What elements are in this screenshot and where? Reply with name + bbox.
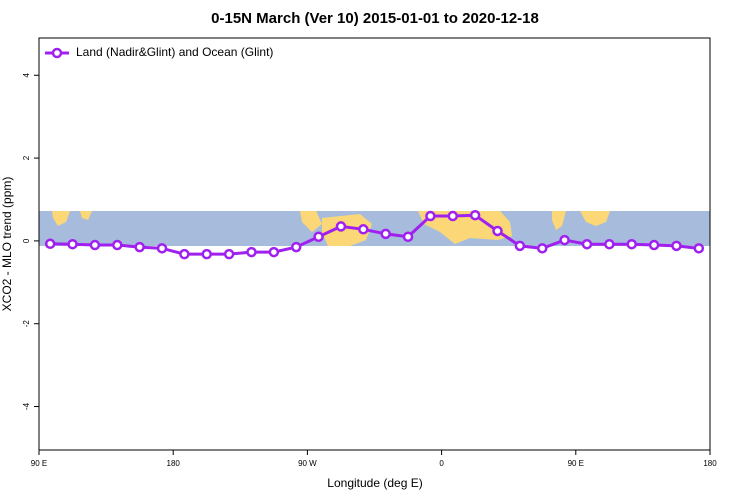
point [581,238,593,250]
land [552,211,566,230]
chart-title: 0-15N March (Ver 10) 2015-01-01 to 2020-… [211,10,539,27]
land [80,211,92,220]
point [469,209,481,221]
point [246,246,257,258]
land [580,211,610,226]
x-tick-label: 90 E [568,459,584,468]
point [156,243,168,254]
x-tick-label: 90 E [31,459,47,468]
point [380,228,391,240]
point [514,240,526,252]
y-tick-label: 4 [22,72,31,77]
point [648,239,660,251]
x-tick-label: 0 [439,459,444,468]
point [89,239,101,251]
point [604,238,615,250]
point [67,238,78,250]
point [44,238,56,250]
map-background [39,211,710,246]
y-tick-label: -4 [22,402,31,410]
point [425,210,436,222]
point [134,241,145,253]
point [201,248,212,260]
x-tick-label: 90 W [298,459,317,468]
plot-frame [38,37,711,451]
point [112,239,123,251]
point [626,238,637,250]
y-axis-label: XCO2 - MLO trend (ppm) [0,177,14,312]
legend-label: Land (Nadir&Glint) and Ocean (Glint) [76,45,273,59]
land [300,211,322,232]
x-tick-label: 180 [167,459,181,468]
point [313,231,324,243]
x-tick-label: 180 [703,459,717,468]
land [418,211,512,244]
legend-marker [51,47,63,59]
point [179,248,190,260]
point [671,240,682,252]
point [447,210,459,222]
point [693,243,705,254]
point [492,225,503,237]
point [402,231,414,243]
y-tick-label: 2 [22,155,31,160]
point [290,241,302,253]
point [223,248,235,260]
y-tick-label: 0 [22,238,31,243]
x-axis-label: Longitude (deg E) [327,476,422,490]
land [52,211,70,226]
point [268,246,280,258]
point [335,221,347,232]
point [559,234,570,246]
point [358,224,369,235]
y-tick-label: -2 [22,320,31,328]
point [537,243,548,254]
land [322,214,372,246]
